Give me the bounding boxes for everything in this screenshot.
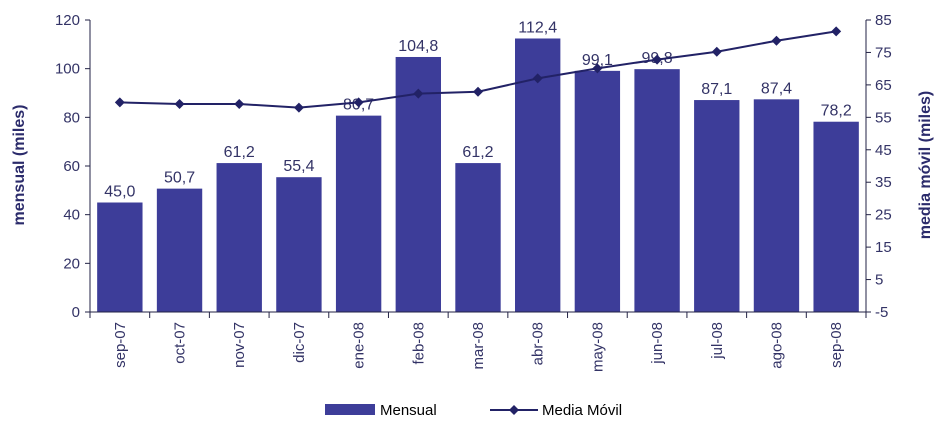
x-tick-label: dic-07 [291, 322, 308, 363]
bar [216, 163, 262, 312]
right-tick-label: 65 [875, 77, 892, 94]
legend-label-mensual: Mensual [380, 402, 437, 419]
line-point-marker [652, 54, 663, 65]
x-tick-label: ene-08 [351, 322, 368, 369]
bar [515, 38, 561, 312]
legend-label-media-movil: Media Móvil [542, 402, 622, 419]
x-tick-label: nov-07 [231, 322, 248, 368]
bar-data-label: 104,8 [398, 38, 438, 55]
bar [455, 163, 501, 312]
x-tick-label: abr-08 [530, 322, 547, 365]
bar-data-label: 61,2 [462, 144, 493, 161]
line-point-marker [293, 102, 304, 113]
bar-data-label: 87,4 [761, 80, 792, 97]
line-point-marker [114, 97, 125, 108]
bar [753, 99, 800, 313]
right-axis-tick-labels: -5 5 15 25 35 45 55 65 75 85 [875, 12, 892, 321]
left-tick-label: 120 [55, 12, 80, 29]
x-tick-label: jul-08 [709, 322, 726, 360]
bar-data-label: 50,7 [164, 170, 195, 187]
bar [574, 70, 621, 313]
bar [335, 115, 382, 312]
line-point-marker [711, 46, 722, 57]
right-tick-label: 35 [875, 174, 892, 191]
line-series-media-movil [114, 26, 842, 113]
line-point-marker [353, 97, 364, 108]
legend-swatch-mensual [325, 404, 375, 415]
left-tick-label: 80 [63, 109, 80, 126]
bar [97, 202, 143, 312]
bar-data-label: 78,2 [821, 103, 852, 120]
bar [156, 188, 203, 312]
right-tick-label: -5 [875, 304, 888, 321]
bar [634, 69, 680, 312]
right-tick-label: 75 [875, 44, 892, 61]
x-tick-label: jun-08 [649, 322, 666, 365]
bar-data-label: 61,2 [224, 144, 255, 161]
left-tick-label: 0 [72, 304, 80, 321]
line-point-marker [592, 63, 603, 74]
bar-data-label: 55,4 [283, 158, 314, 175]
x-tick-label: mar-08 [470, 322, 487, 370]
left-tick-label: 60 [63, 158, 80, 175]
line-point-marker [174, 99, 185, 110]
bar [813, 121, 859, 312]
line-point-marker [473, 86, 483, 97]
right-tick-label: 5 [875, 272, 883, 289]
right-tick-label: 85 [875, 12, 892, 29]
line-point-marker [234, 99, 245, 110]
left-tick-label: 100 [55, 61, 80, 78]
bar [395, 56, 441, 313]
right-tick-label: 55 [875, 109, 892, 126]
left-tick-label: 40 [63, 207, 80, 224]
x-tick-label: sep-08 [828, 322, 845, 368]
line-point-marker [771, 35, 782, 46]
left-tick-label: 20 [63, 255, 80, 272]
x-tick-label: feb-08 [410, 322, 427, 365]
right-axis-title: media móvil (miles) [917, 91, 934, 240]
left-axis-title: mensual (miles) [11, 105, 28, 226]
bar [694, 100, 740, 312]
x-axis-tick-labels: sep-07 oct-07 nov-07 dic-07 ene-08 feb-08 mar-… [112, 322, 845, 372]
x-tick-label: oct-07 [172, 322, 189, 364]
x-tick-label: ago-08 [768, 322, 785, 369]
bar [276, 177, 322, 312]
line-point-marker [532, 73, 543, 84]
legend: Mensual Media Móvil [325, 402, 622, 419]
x-tick-label: may-08 [589, 322, 606, 372]
bar-series-mensual [97, 38, 859, 313]
legend-marker-diamond [509, 405, 519, 415]
axes [85, 19, 871, 318]
bar-data-label: 45,0 [104, 184, 135, 201]
bar-data-label: 112,4 [518, 19, 557, 36]
line-point-marker [413, 88, 424, 99]
bar-data-label: 99,1 [582, 52, 613, 69]
left-axis-tick-labels: 0 20 40 60 80 100 120 [55, 12, 80, 321]
line-point-marker [831, 26, 842, 37]
bar-data-label: 87,1 [701, 81, 732, 98]
right-tick-label: 15 [875, 239, 892, 256]
x-tick-label: sep-07 [112, 322, 129, 368]
right-tick-label: 25 [875, 207, 892, 224]
right-tick-label: 45 [875, 142, 892, 159]
